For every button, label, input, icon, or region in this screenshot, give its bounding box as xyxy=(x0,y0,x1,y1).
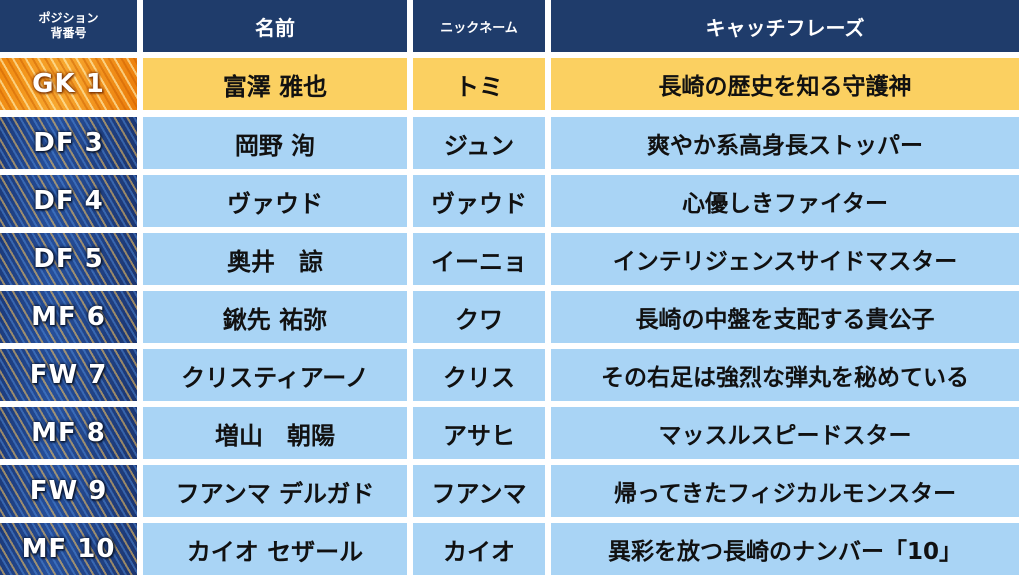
nickname-cell: ジュン xyxy=(413,117,545,169)
catchphrase-cell: インテリジェンスサイドマスター xyxy=(551,233,1019,285)
nickname-cell: カイオ xyxy=(413,523,545,575)
position-cell: DF 5 xyxy=(0,233,137,285)
position-cell: DF 4 xyxy=(0,175,137,227)
name-cell: 増山 朝陽 xyxy=(143,407,407,459)
name-cell: ヴァウド xyxy=(143,175,407,227)
catchphrase-cell: 長崎の歴史を知る守護神 xyxy=(551,58,1019,110)
nickname-cell: クリス xyxy=(413,349,545,401)
nickname-cell: フアンマ xyxy=(413,465,545,517)
catchphrase-cell: マッスルスピードスター xyxy=(551,407,1019,459)
nickname-cell: ヴァウド xyxy=(413,175,545,227)
table-row: FW 7 クリスティアーノ クリス その右足は強烈な弾丸を秘めている xyxy=(0,349,1024,401)
table-row: DF 5 奥井 諒 イーニョ インテリジェンスサイドマスター xyxy=(0,233,1024,285)
catchphrase-cell: 異彩を放つ長崎のナンバー「10」 xyxy=(551,523,1019,575)
header-position: ポジション 背番号 xyxy=(0,0,137,52)
table-row: DF 4 ヴァウド ヴァウド 心優しきファイター xyxy=(0,175,1024,227)
catchphrase-cell: 帰ってきたフィジカルモンスター xyxy=(551,465,1019,517)
position-cell: DF 3 xyxy=(0,117,137,169)
position-cell: FW 9 xyxy=(0,465,137,517)
position-cell: GK 1 xyxy=(0,58,137,110)
position-cell: MF 6 xyxy=(0,291,137,343)
name-cell: カイオ セザール xyxy=(143,523,407,575)
nickname-cell: クワ xyxy=(413,291,545,343)
nickname-cell: アサヒ xyxy=(413,407,545,459)
header-name: 名前 xyxy=(143,0,407,52)
header-nickname: ニックネーム xyxy=(413,0,545,52)
position-cell: MF 10 xyxy=(0,523,137,575)
header-position-line2: 背番号 xyxy=(50,26,87,40)
catchphrase-cell: 爽やか系高身長ストッパー xyxy=(551,117,1019,169)
nickname-cell: イーニョ xyxy=(413,233,545,285)
header-position-line1: ポジション xyxy=(38,11,99,25)
position-cell: MF 8 xyxy=(0,407,137,459)
position-cell: FW 7 xyxy=(0,349,137,401)
name-cell: 奥井 諒 xyxy=(143,233,407,285)
catchphrase-cell: 心優しきファイター xyxy=(551,175,1019,227)
table-row: MF 8 増山 朝陽 アサヒ マッスルスピードスター xyxy=(0,407,1024,459)
header-catchphrase: キャッチフレーズ xyxy=(551,0,1019,52)
name-cell: クリスティアーノ xyxy=(143,349,407,401)
name-cell: 富澤 雅也 xyxy=(143,58,407,110)
table-row: MF 6 鍬先 祐弥 クワ 長崎の中盤を支配する貴公子 xyxy=(0,291,1024,343)
name-cell: フアンマ デルガド xyxy=(143,465,407,517)
catchphrase-cell: その右足は強烈な弾丸を秘めている xyxy=(551,349,1019,401)
nickname-cell: トミ xyxy=(413,58,545,110)
table-row: DF 3 岡野 洵 ジュン 爽やか系高身長ストッパー xyxy=(0,117,1024,169)
name-cell: 鍬先 祐弥 xyxy=(143,291,407,343)
table-row: MF 10 カイオ セザール カイオ 異彩を放つ長崎のナンバー「10」 xyxy=(0,523,1024,575)
name-cell: 岡野 洵 xyxy=(143,117,407,169)
catchphrase-cell: 長崎の中盤を支配する貴公子 xyxy=(551,291,1019,343)
table-row: GK 1 富澤 雅也 トミ 長崎の歴史を知る守護神 xyxy=(0,58,1024,110)
table-row: FW 9 フアンマ デルガド フアンマ 帰ってきたフィジカルモンスター xyxy=(0,465,1024,517)
